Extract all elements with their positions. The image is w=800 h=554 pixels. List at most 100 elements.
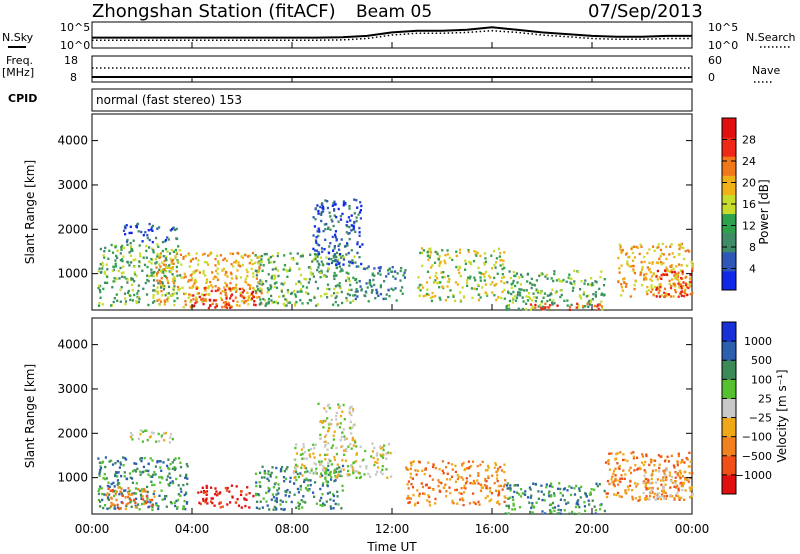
colorbar-tick-label-6: 500 xyxy=(751,354,772,367)
nave-label: Nave xyxy=(752,64,780,77)
date-title: 07/Sep/2013 xyxy=(588,1,703,22)
power-scatter xyxy=(97,198,694,311)
colorbar-swatch-1 xyxy=(722,251,736,272)
nsky-label: N.Sky xyxy=(2,31,34,44)
ytick-label-2: 3000 xyxy=(57,382,88,396)
scatter-region-9 xyxy=(604,451,694,502)
station-title: Zhongshan Station (fitACF) xyxy=(92,1,336,22)
nsky-right-tick-bottom: 10^0 xyxy=(708,39,738,52)
velocity-panel-frame xyxy=(91,317,693,515)
colorbar-swatch-5 xyxy=(722,175,736,195)
cpid-annotation: normal (fast stereo) 153 xyxy=(96,93,242,107)
colorbar-tick-label-4: 20 xyxy=(742,177,756,190)
scatter-region-11 xyxy=(655,269,694,299)
velocity-ylabel: Slant Range [km] xyxy=(23,364,37,468)
colorbar-tick-label-0: −1000 xyxy=(735,469,772,482)
beam-title: Beam 05 xyxy=(356,2,432,22)
power-panel-frame xyxy=(91,113,693,311)
scatter-region-6 xyxy=(317,402,357,445)
nsky-left-tick-bottom: 10^0 xyxy=(60,39,90,52)
colorbar-tick-label-5: 24 xyxy=(742,155,756,168)
colorbar-swatch-0 xyxy=(722,270,736,291)
colorbar-tick-label-3: 16 xyxy=(742,198,756,211)
xtick-label-3: 12:00 xyxy=(375,522,410,536)
colorbar-swatch-8 xyxy=(722,322,736,342)
colorbar-tick-label-2: 12 xyxy=(742,220,756,233)
nsky-series-1 xyxy=(92,29,692,41)
xtick-label-4: 16:00 xyxy=(475,522,510,536)
nsky-lines xyxy=(92,26,692,41)
ytick-label-0: 1000 xyxy=(57,267,88,281)
freq-left-tick-bottom: 8 xyxy=(70,71,77,84)
time-x-axis: 00:00 04:00 08:00 12:00 16:00 20:00 00:00 xyxy=(75,42,710,536)
freq-unit-label: [MHz] xyxy=(2,66,34,79)
scatter-region-6 xyxy=(354,265,407,303)
nsearch-label: N.Search xyxy=(746,31,796,44)
xtick-label-5: 20:00 xyxy=(575,522,610,536)
scatter-region-2 xyxy=(154,251,263,309)
cpid-label: CPID xyxy=(8,92,37,105)
ytick-label-3: 4000 xyxy=(57,338,88,352)
nsky-left-tick-top: 10^5 xyxy=(60,21,90,34)
velocity-scatter xyxy=(97,402,694,516)
xtick-label-0: 00:00 xyxy=(75,522,110,536)
scatter-region-1 xyxy=(122,222,179,245)
scatter-region-5 xyxy=(312,198,364,267)
colorbar-tick-label-1: 8 xyxy=(749,241,756,254)
scatter-region-1 xyxy=(105,486,156,510)
xtick-label-1: 04:00 xyxy=(175,522,210,536)
colorbar-swatch-1 xyxy=(722,455,736,476)
colorbar-tick-label-4: 25 xyxy=(758,392,772,405)
xtick-label-2: 08:00 xyxy=(275,522,310,536)
velocity-colorbar: −1000 −500 −100 −25 25 100 500 1000 xyxy=(721,321,772,495)
ytick-label-1: 2000 xyxy=(57,426,88,440)
ytick-label-0: 1000 xyxy=(57,471,88,485)
colorbar-frame xyxy=(721,321,737,495)
scatter-region-8 xyxy=(504,482,606,516)
scatter-region-0 xyxy=(97,456,189,511)
xtick-label-6: 00:00 xyxy=(675,522,710,536)
colorbar-swatch-2 xyxy=(722,436,736,457)
nsky-right-tick-top: 10^5 xyxy=(708,21,738,34)
colorbar-swatch-2 xyxy=(722,232,736,253)
scatter-region-5 xyxy=(292,442,393,480)
scatter-region-7 xyxy=(405,460,507,507)
nsky-series-0 xyxy=(92,26,692,39)
power-colorbar-label: Power [dB] xyxy=(757,179,771,244)
freq-label: Freq. xyxy=(6,54,33,67)
nave-right-tick-bottom: 0 xyxy=(708,71,715,84)
velocity-colorbar-label: Velocity [m s⁻¹] xyxy=(775,369,789,462)
scatter-region-3 xyxy=(192,287,257,310)
scatter-region-4 xyxy=(254,251,357,307)
colorbar-tick-label-1: −500 xyxy=(742,450,772,463)
colorbar-tick-label-0: 4 xyxy=(749,263,756,276)
scatter-region-0 xyxy=(97,243,182,307)
colorbar-swatch-3 xyxy=(722,213,736,234)
colorbar-swatch-6 xyxy=(722,360,736,380)
colorbar-swatch-5 xyxy=(722,379,736,399)
power-ylabel: Slant Range [km] xyxy=(23,160,37,264)
colorbar-tick-label-2: −100 xyxy=(742,431,772,444)
colorbar-swatch-4 xyxy=(722,398,736,419)
colorbar-swatch-4 xyxy=(722,194,736,215)
ytick-label-1: 2000 xyxy=(57,222,88,236)
colorbar-tick-label-6: 28 xyxy=(742,134,756,147)
freq-lines xyxy=(92,67,692,78)
scatter-region-8 xyxy=(505,269,606,311)
nave-right-tick-top: 60 xyxy=(708,54,722,67)
scatter-region-9 xyxy=(529,302,603,311)
scatter-region-7 xyxy=(417,247,506,303)
colorbar-swatch-7 xyxy=(722,137,736,157)
scatter-region-3 xyxy=(197,484,255,509)
scatter-region-10 xyxy=(617,242,694,298)
colorbar-tick-label-5: 100 xyxy=(751,373,772,386)
x-axis-label: Time UT xyxy=(366,540,417,554)
colorbar-tick-label-7: 1000 xyxy=(744,335,772,348)
scatter-region-2 xyxy=(129,429,174,444)
velocity-y-axis: 1000 2000 3000 4000 xyxy=(57,338,692,485)
cpid-panel-frame xyxy=(91,88,693,112)
power-y-axis: 1000 2000 3000 4000 xyxy=(57,134,692,281)
colorbar-tick-label-3: −25 xyxy=(749,412,772,425)
ytick-label-3: 4000 xyxy=(57,134,88,148)
